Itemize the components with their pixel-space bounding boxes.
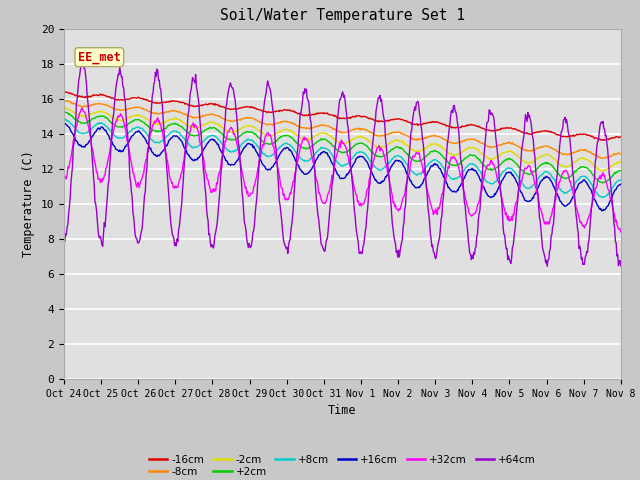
-16cm xyxy=(70,92,78,97)
-8cm xyxy=(71,101,79,107)
+8cm xyxy=(598,194,606,200)
+8cm xyxy=(70,124,78,130)
+16cm xyxy=(598,208,605,214)
-8cm xyxy=(185,113,193,119)
+32cm xyxy=(428,202,435,208)
+32cm xyxy=(128,165,136,171)
+32cm xyxy=(185,134,193,140)
+32cm xyxy=(214,174,222,180)
+32cm xyxy=(617,229,625,235)
-8cm xyxy=(128,105,136,111)
+2cm xyxy=(70,116,78,121)
-2cm xyxy=(185,123,193,129)
+32cm xyxy=(411,154,419,159)
+16cm xyxy=(184,152,192,157)
Line: -2cm: -2cm xyxy=(64,108,621,171)
-16cm xyxy=(410,121,418,127)
-16cm xyxy=(60,88,68,94)
+16cm xyxy=(127,134,135,140)
-8cm xyxy=(617,151,625,156)
X-axis label: Time: Time xyxy=(328,405,356,418)
-16cm xyxy=(426,120,434,125)
-2cm xyxy=(411,148,419,154)
-16cm xyxy=(600,137,607,143)
-2cm xyxy=(617,159,625,165)
+64cm xyxy=(543,264,551,269)
-2cm xyxy=(428,141,435,146)
-8cm xyxy=(214,113,222,119)
-16cm xyxy=(214,102,221,108)
+2cm xyxy=(184,130,192,136)
+64cm xyxy=(428,236,435,241)
Line: -8cm: -8cm xyxy=(64,100,621,158)
+64cm xyxy=(411,104,419,110)
-16cm xyxy=(184,102,192,108)
Line: +64cm: +64cm xyxy=(64,64,621,266)
+32cm xyxy=(78,106,86,111)
Legend: -16cm, -8cm, -2cm, +2cm, +8cm, +16cm, +32cm, +64cm: -16cm, -8cm, -2cm, +2cm, +8cm, +16cm, +3… xyxy=(147,453,538,479)
+64cm xyxy=(214,209,222,215)
Line: -16cm: -16cm xyxy=(64,91,621,140)
+64cm xyxy=(185,109,193,115)
+8cm xyxy=(127,128,135,134)
+16cm xyxy=(617,181,625,187)
+64cm xyxy=(79,61,86,67)
-2cm xyxy=(128,113,136,119)
-8cm xyxy=(598,156,606,161)
Line: +8cm: +8cm xyxy=(64,118,621,197)
-8cm xyxy=(60,98,68,104)
+64cm xyxy=(128,194,136,200)
+64cm xyxy=(70,140,78,146)
+8cm xyxy=(410,170,418,176)
-2cm xyxy=(598,168,605,174)
+32cm xyxy=(70,135,78,141)
+2cm xyxy=(617,168,625,174)
+32cm xyxy=(60,175,68,181)
+2cm xyxy=(426,149,434,155)
Line: +2cm: +2cm xyxy=(64,112,621,183)
+2cm xyxy=(410,157,418,163)
-2cm xyxy=(214,121,222,127)
+2cm xyxy=(214,127,221,133)
+16cm xyxy=(426,165,434,170)
+8cm xyxy=(214,135,221,141)
-16cm xyxy=(617,133,625,139)
+8cm xyxy=(617,177,625,183)
-8cm xyxy=(61,97,68,103)
+2cm xyxy=(598,180,606,186)
Line: +16cm: +16cm xyxy=(64,123,621,211)
-2cm xyxy=(71,110,79,116)
+64cm xyxy=(60,240,68,245)
+16cm xyxy=(60,120,68,126)
+8cm xyxy=(426,159,434,165)
Y-axis label: Temperature (C): Temperature (C) xyxy=(22,151,35,257)
Line: +32cm: +32cm xyxy=(64,108,621,232)
-8cm xyxy=(411,137,419,143)
+2cm xyxy=(60,109,68,115)
+2cm xyxy=(127,119,135,125)
+16cm xyxy=(70,134,78,140)
-8cm xyxy=(428,133,435,139)
+16cm xyxy=(410,183,418,189)
+8cm xyxy=(184,140,192,146)
-2cm xyxy=(60,106,68,112)
+16cm xyxy=(214,142,221,147)
+8cm xyxy=(60,115,68,121)
-16cm xyxy=(127,95,135,101)
+64cm xyxy=(617,263,625,269)
Text: EE_met: EE_met xyxy=(78,51,121,64)
-2cm xyxy=(61,105,69,111)
Title: Soil/Water Temperature Set 1: Soil/Water Temperature Set 1 xyxy=(220,9,465,24)
